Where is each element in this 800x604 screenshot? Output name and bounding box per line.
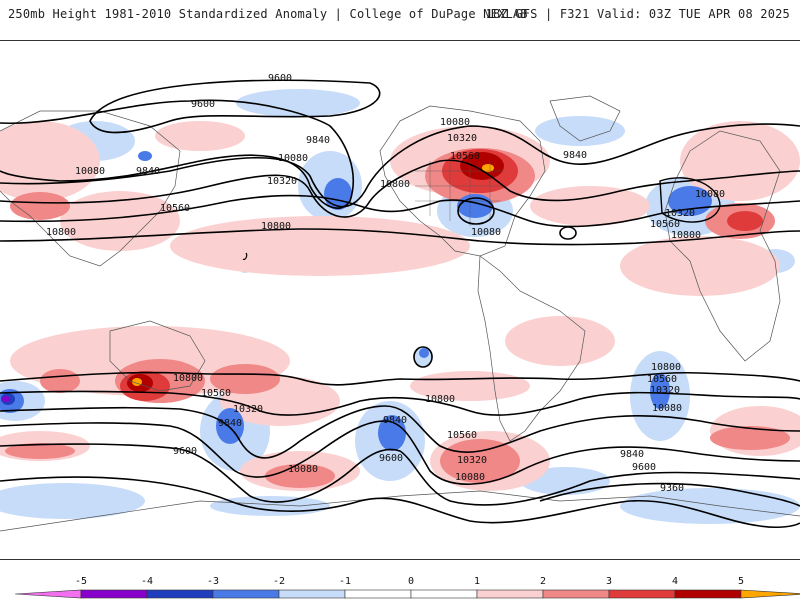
map-panel: 9600 9600 9840 9840 10080 10080 10320 10560 1080… xyxy=(0,40,800,560)
contour-label: 10800 xyxy=(380,179,410,190)
contour-label: 10080 xyxy=(652,403,682,414)
colorbar-label: 3 xyxy=(606,576,612,587)
contour-label: 9600 xyxy=(632,462,656,473)
contour-label: 10080 xyxy=(278,153,308,164)
contour-label: 10320 xyxy=(447,133,477,144)
contour-label: 9840 xyxy=(306,135,330,146)
contour-label: 9360 xyxy=(660,483,684,494)
contour-label: 10080 xyxy=(455,472,485,483)
contour-label: 10080 xyxy=(75,166,105,177)
contour-label: 10080 xyxy=(288,464,318,475)
contour-label: 9600 xyxy=(379,453,403,464)
contour-label: 10320 xyxy=(233,404,263,415)
colorbar-label: -2 xyxy=(273,576,285,587)
contour-label: 9840 xyxy=(218,418,242,429)
colorbar-swatch xyxy=(278,589,346,599)
contour-label: 10560 xyxy=(647,374,677,385)
colorbar-labels: -5 -4 -3 -2 -1 0 1 2 3 4 5 xyxy=(75,576,744,587)
colorbar-swatch xyxy=(212,589,280,599)
colorbar-label: 2 xyxy=(540,576,546,587)
contour-label: 10320 xyxy=(650,385,680,396)
contour-label: 10560 xyxy=(447,430,477,441)
colorbar-label: 1 xyxy=(474,576,480,587)
colorbar-arrow-left xyxy=(14,589,82,599)
colorbar-label: -1 xyxy=(339,576,351,587)
coastlines xyxy=(0,95,800,532)
colorbar-label: 5 xyxy=(738,576,744,587)
contour-label: 10320 xyxy=(665,208,695,219)
contour-label: 9600 xyxy=(173,446,197,457)
colorbar-swatch xyxy=(542,589,610,599)
colorbar-label: -3 xyxy=(207,576,219,587)
contour-labels: 9600960098409840100801008010320105601080… xyxy=(46,73,725,494)
height-contours xyxy=(0,79,800,529)
colorbar-swatches xyxy=(14,589,800,599)
contour-label: 9600 xyxy=(191,99,215,110)
contour-label: 10320 xyxy=(267,176,297,187)
contour-label: 10080 xyxy=(471,227,501,238)
contour-label: 10080 xyxy=(695,189,725,200)
contour-label: 10800 xyxy=(425,394,455,405)
colorbar-swatch xyxy=(344,589,412,599)
contour-label: 10320 xyxy=(457,455,487,466)
colorbar-swatch xyxy=(608,589,676,599)
colorbar-label: -4 xyxy=(141,576,153,587)
anomaly-map: 9600960098409840100801008010320105601080… xyxy=(0,73,800,532)
contour-label: 10800 xyxy=(46,227,76,238)
colorbar-swatch xyxy=(146,589,214,599)
colorbar-swatch xyxy=(674,589,742,599)
contour-label: 9600 xyxy=(268,73,292,84)
header-bar: 250mb Height 1981-2010 Standardized Anom… xyxy=(0,0,800,28)
contour-label: 10560 xyxy=(201,388,231,399)
contour-label: 10800 xyxy=(173,373,203,384)
colorbar-label: 0 xyxy=(408,576,414,587)
colorbar-label: -5 xyxy=(75,576,87,587)
map-title: 250mb Height 1981-2010 Standardized Anom… xyxy=(8,7,528,21)
colorbar-swatch xyxy=(476,589,544,599)
contour-label: 9840 xyxy=(136,166,160,177)
contour-label: 9840 xyxy=(620,449,644,460)
contour-label: 9840 xyxy=(383,415,407,426)
colorbar-swatch xyxy=(80,589,148,599)
contour-label: 10800 xyxy=(651,362,681,373)
contour-label: 10560 xyxy=(650,219,680,230)
colorbar-swatch xyxy=(410,589,478,599)
contour-label: 10800 xyxy=(261,221,291,232)
contour-label: 10560 xyxy=(160,203,190,214)
colorbar-label: 4 xyxy=(672,576,678,587)
anomaly-shading xyxy=(0,89,800,524)
contour-label: 9840 xyxy=(563,150,587,161)
anomaly-colorbar: -5 -4 -3 -2 -1 0 1 2 3 4 5 xyxy=(0,568,800,600)
run-info: 18Z GFS | F321 Valid: 03Z TUE APR 08 202… xyxy=(485,7,790,21)
colorbar-arrow-right xyxy=(740,589,800,599)
colorbar-svg: -5 -4 -3 -2 -1 0 1 2 3 4 5 xyxy=(14,576,800,599)
contour-label: 10560 xyxy=(450,151,480,162)
contour-label: 10800 xyxy=(671,230,701,241)
contour-label: 10080 xyxy=(440,117,470,128)
